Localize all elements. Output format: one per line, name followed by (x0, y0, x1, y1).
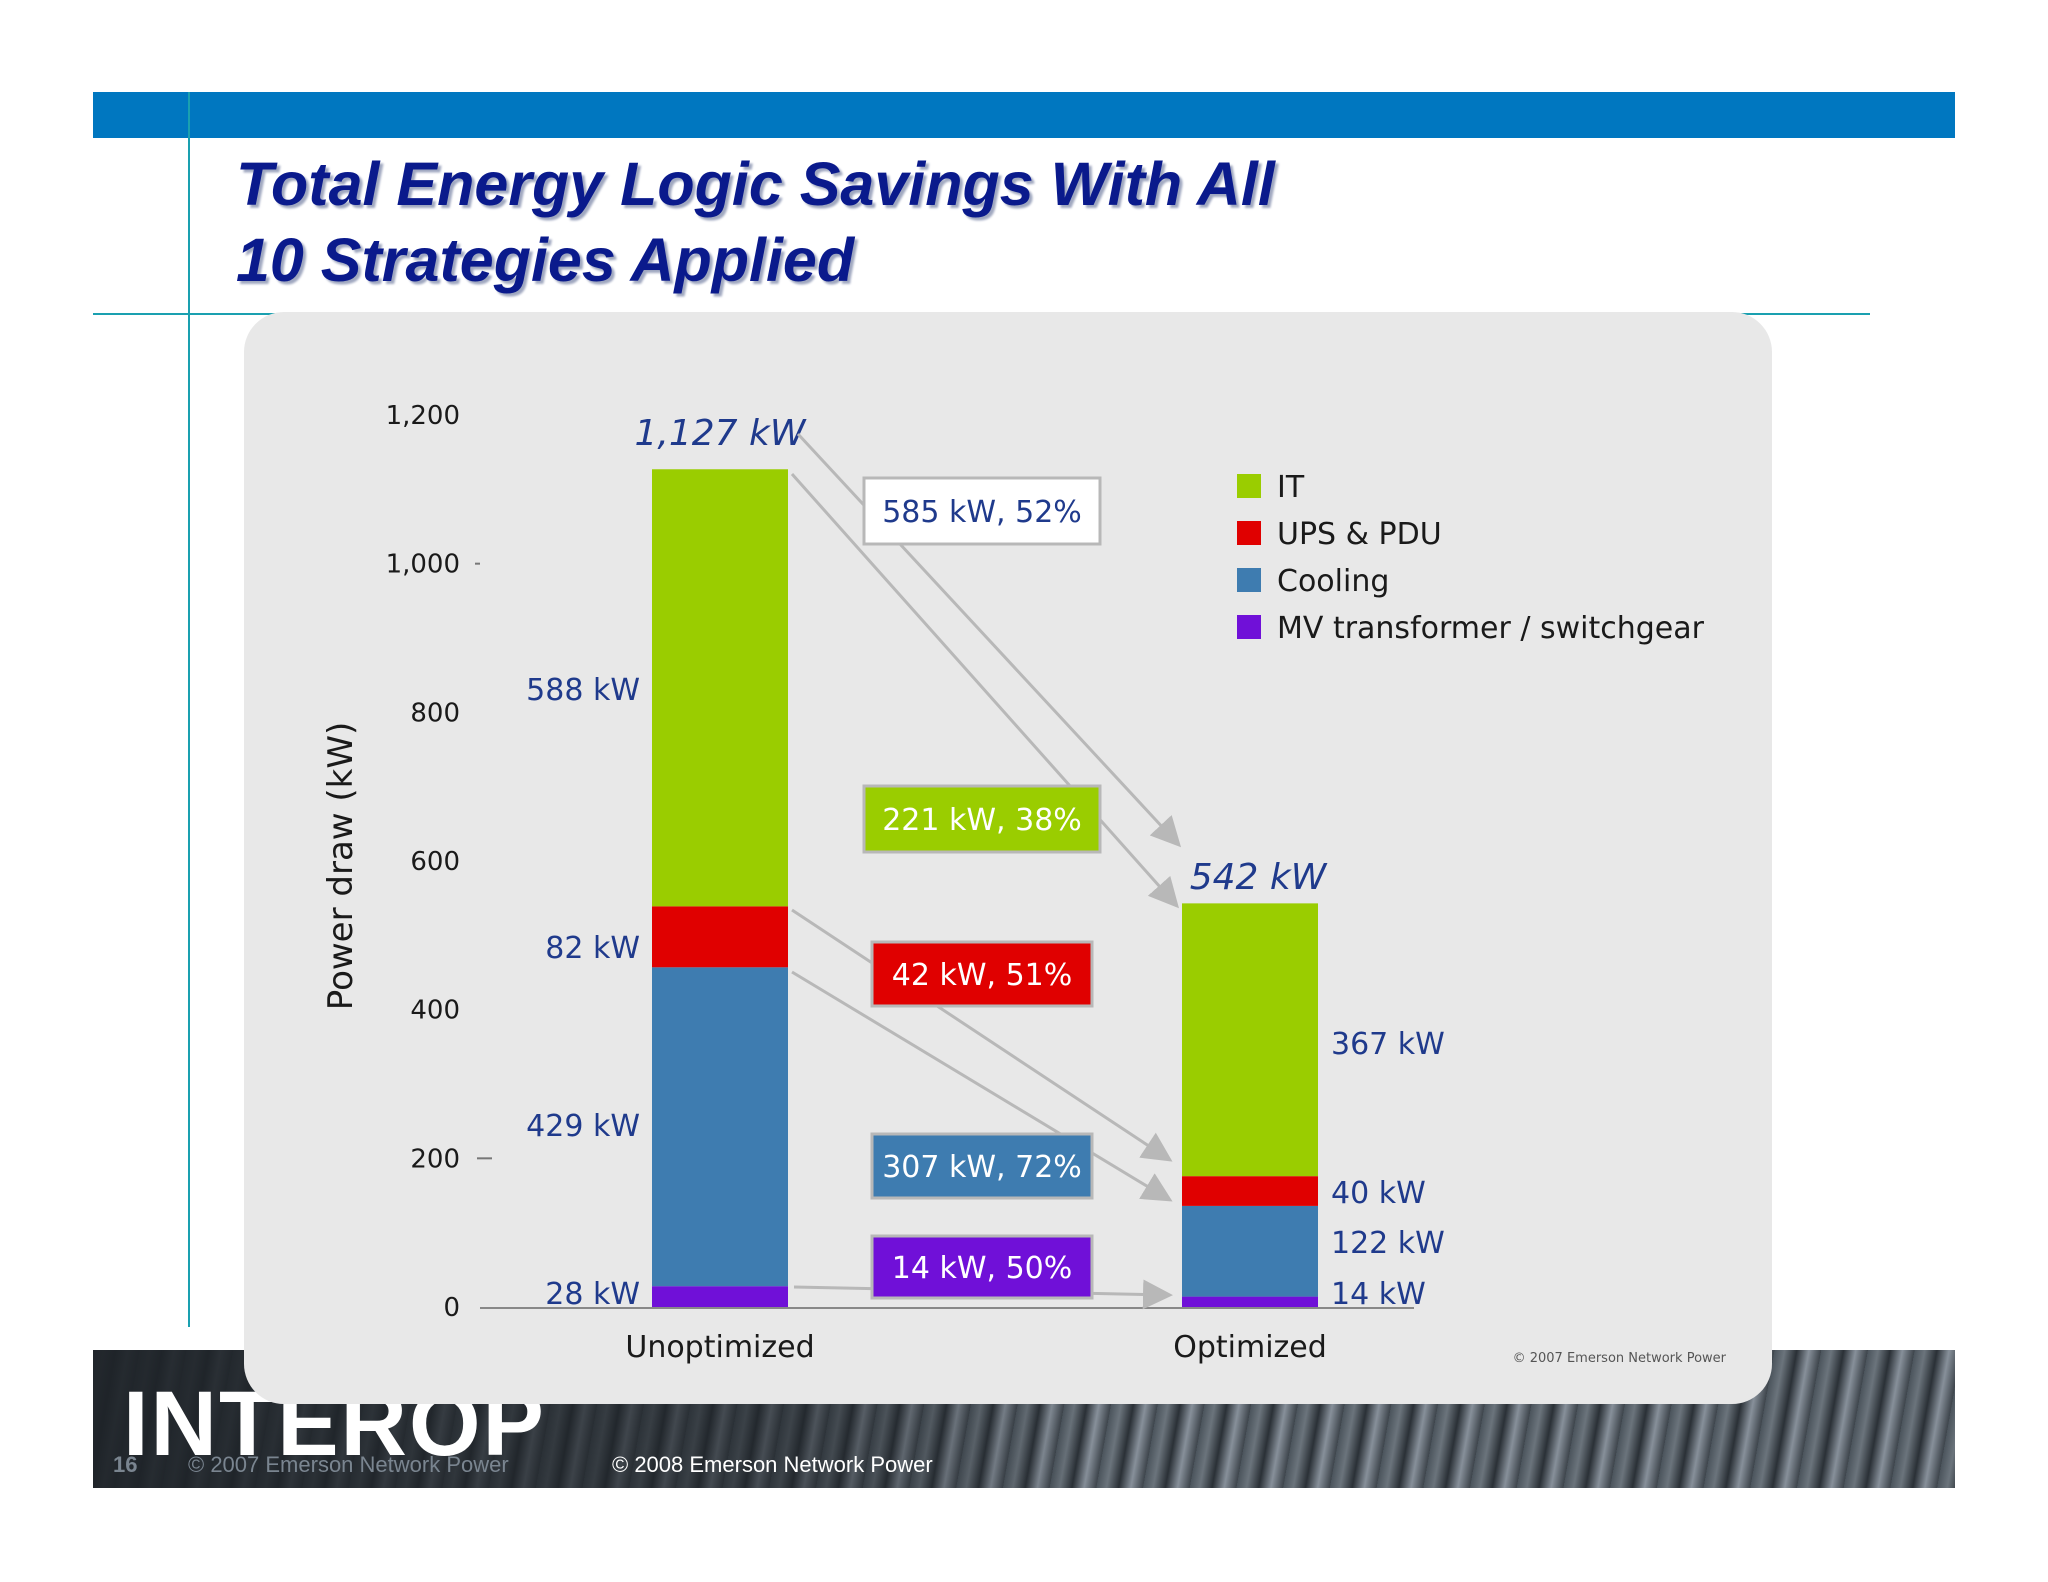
y-tick-label: 400 (410, 996, 460, 1026)
legend-label: UPS & PDU (1277, 517, 1442, 552)
segment-value-label: 14 kW (1331, 1277, 1426, 1312)
bar-segment (652, 469, 788, 907)
y-tick-label: 0 (443, 1293, 460, 1323)
category-label: Optimized (1173, 1330, 1327, 1365)
y-tick-label: 1,200 (386, 401, 460, 431)
stacked-bar-chart: 0 200 400 600 800 1,000 1,200 Power draw (kW) 28… (321, 401, 1727, 1366)
segment-value-label: 588 kW (526, 673, 640, 708)
legend-swatch (1237, 568, 1261, 592)
slide-title-line-2: 10 Strategies Applied (236, 226, 855, 294)
page-number: 16 (113, 1452, 138, 1477)
vertical-rule (188, 92, 190, 1327)
bar-segment (1182, 903, 1318, 1177)
y-tick-label: 1,000 (386, 550, 460, 580)
savings-box-label: 14 kW, 50% (892, 1251, 1073, 1286)
y-tick-label: 800 (410, 698, 460, 728)
bar-segment (652, 967, 788, 1287)
savings-arrow (791, 908, 1173, 1162)
savings-box (870, 1234, 1094, 1300)
savings-box-label: 585 kW, 52% (882, 495, 1082, 530)
segment-value-label: 40 kW (1331, 1176, 1426, 1211)
savings-box-label: 221 kW, 38% (882, 803, 1082, 838)
legend-label: Cooling (1277, 564, 1389, 599)
bar-segment (652, 906, 788, 968)
segment-value-label: 429 kW (526, 1109, 640, 1144)
savings-box (862, 476, 1102, 546)
savings-arrow (790, 473, 1179, 909)
savings-box-label: 307 kW, 72% (882, 1150, 1082, 1185)
segment-value-label: 28 kW (545, 1277, 640, 1312)
savings-box (870, 940, 1094, 1008)
segment-value-label: 82 kW (545, 931, 640, 966)
top-banner-bar (93, 92, 1955, 138)
bar-total-label: 542 kW (1190, 857, 1328, 898)
footer-copyright-2007: © 2007 Emerson Network Power (188, 1452, 509, 1477)
savings-box (862, 784, 1102, 854)
savings-box (870, 1132, 1094, 1200)
legend-label: MV transformer / switchgear (1277, 611, 1705, 646)
legend-swatch (1237, 615, 1261, 639)
legend-swatch (1237, 521, 1261, 545)
bar-segment (1182, 1176, 1318, 1206)
y-tick-label: 600 (410, 847, 460, 877)
bar-segment (1182, 1296, 1318, 1307)
legend-label: IT (1277, 470, 1305, 505)
bar-total-label: 1,127 kW (635, 413, 807, 454)
footer-copyright-2008: © 2008 Emerson Network Power (612, 1452, 933, 1477)
chart-panel: 0 200 400 600 800 1,000 1,200 Power draw (kW) 28… (244, 312, 1772, 1404)
savings-box-label: 42 kW, 51% (892, 958, 1073, 993)
bar-segment (652, 1286, 788, 1307)
category-label: Unoptimized (625, 1330, 814, 1365)
chart-source-note: © 2007 Emerson Network Power (1513, 1351, 1727, 1366)
segment-value-label: 367 kW (1331, 1027, 1445, 1062)
slide-title: Total Energy Logic Savings With All 10 S… (236, 146, 1275, 298)
bar-segment (1182, 1205, 1318, 1297)
y-axis-label: Power draw (kW) (321, 722, 361, 1010)
savings-arrow (791, 970, 1173, 1202)
savings-arrow (796, 432, 1182, 848)
segment-value-label: 122 kW (1331, 1226, 1445, 1261)
y-tick-label: 200 (410, 1144, 460, 1174)
slide-title-line-1: Total Energy Logic Savings With All (236, 150, 1275, 218)
legend-swatch (1237, 474, 1261, 498)
